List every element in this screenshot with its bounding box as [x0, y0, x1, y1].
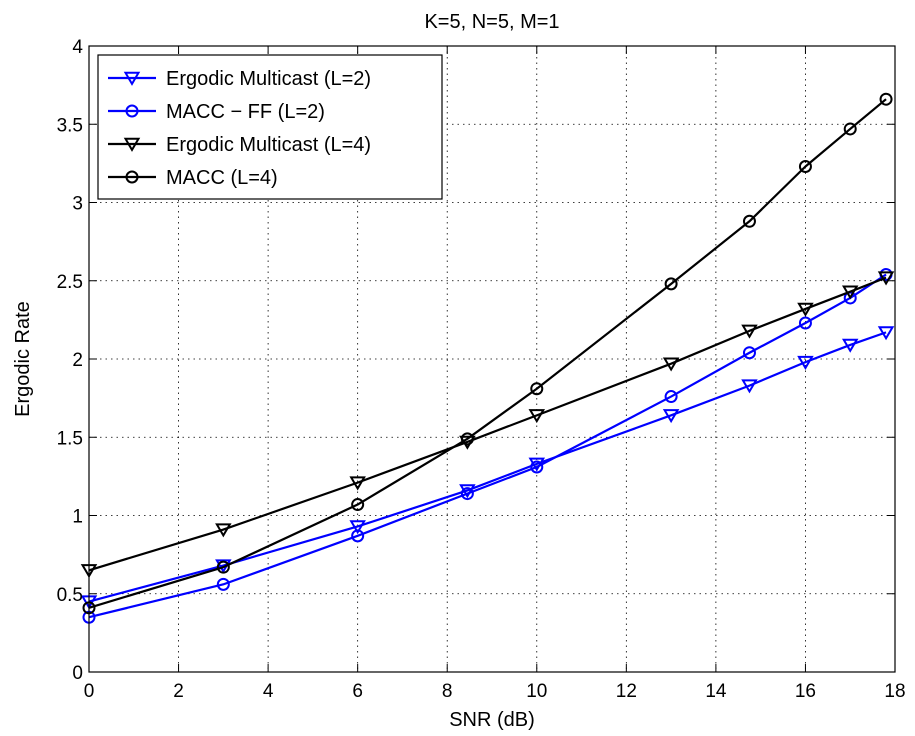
data-point-marker — [351, 498, 365, 512]
x-tick-label: 6 — [352, 681, 363, 702]
legend-label: Ergodic Multicast (L=2) — [166, 68, 371, 90]
series-2 — [82, 267, 893, 624]
legend-label: Ergodic Multicast (L=4) — [166, 134, 371, 156]
data-point-marker — [843, 122, 857, 136]
series-line — [88, 331, 887, 603]
data-point-marker — [349, 476, 366, 491]
x-tick-label: 12 — [616, 681, 637, 702]
axis-ticks: 0 2 4 6 8 10 12 14 16 18 0 0.5 1 1.5 2 2.5 3 3.5 4 — [57, 37, 906, 702]
data-point-marker — [460, 487, 474, 501]
data-point-marker — [841, 285, 859, 300]
data-point-marker — [798, 160, 812, 174]
data-point-marker — [879, 92, 893, 106]
data-point-marker — [662, 409, 680, 424]
y-tick-label: 0 — [72, 663, 83, 684]
y-tick-label: 4 — [72, 37, 83, 58]
data-point-marker — [742, 346, 756, 360]
legend: Ergodic Multicast (L=2) MACC − FF (L=2) Er… — [97, 54, 443, 200]
data-point-marker — [797, 355, 814, 370]
y-tick-label: 2 — [72, 350, 83, 371]
data-point-marker — [530, 382, 544, 396]
data-point-marker — [216, 577, 230, 591]
data-point-marker — [351, 529, 365, 543]
y-tick-label: 3.5 — [57, 115, 83, 136]
y-tick-label: 1.5 — [57, 428, 83, 449]
chart-title: K=5, N=5, M=1 — [424, 11, 559, 33]
legend-marker — [123, 71, 141, 86]
legend-label: MACC (L=4) — [166, 167, 278, 189]
data-point-marker — [741, 324, 758, 339]
legend-marker — [125, 104, 139, 118]
x-tick-label: 0 — [84, 681, 95, 702]
data-point-marker — [877, 326, 895, 341]
legend-marker — [125, 170, 139, 184]
data-point-marker — [798, 316, 812, 330]
y-axis-label: Ergodic Rate — [12, 301, 34, 417]
data-point-marker — [662, 357, 680, 372]
legend-marker — [123, 137, 141, 152]
x-tick-label: 10 — [526, 681, 547, 702]
series-line — [88, 98, 887, 609]
series-group — [80, 92, 895, 624]
legend-entry: Ergodic Multicast (L=4) — [108, 134, 371, 156]
x-axis-label: SNR (dB) — [449, 709, 535, 731]
series-line — [88, 276, 887, 572]
data-point-marker — [528, 409, 546, 424]
x-tick-label: 8 — [442, 681, 453, 702]
y-tick-label: 1 — [72, 507, 83, 528]
x-tick-label: 4 — [263, 681, 274, 702]
legend-entry: Ergodic Multicast (L=2) — [108, 68, 371, 90]
data-point-marker — [215, 523, 232, 538]
grid — [89, 46, 895, 672]
data-point-marker — [664, 390, 678, 404]
y-tick-label: 0.5 — [57, 585, 83, 606]
x-tick-label: 2 — [173, 681, 184, 702]
data-point-marker — [841, 338, 859, 353]
legend-entry: MACC − FF (L=2) — [108, 101, 325, 123]
legend-label: MACC − FF (L=2) — [166, 101, 325, 123]
data-point-marker — [216, 560, 230, 574]
x-tick-label: 18 — [884, 681, 905, 702]
data-point-marker — [664, 277, 678, 291]
legend-entry: MACC (L=4) — [108, 167, 278, 189]
y-tick-label: 2.5 — [57, 272, 83, 293]
data-point-marker — [877, 271, 895, 286]
series-line — [88, 273, 887, 619]
y-tick-label: 3 — [72, 194, 83, 215]
data-point-marker — [530, 460, 544, 474]
data-point-marker — [797, 302, 814, 317]
data-point-marker — [742, 214, 756, 228]
data-point-marker — [741, 379, 758, 394]
x-tick-label: 14 — [705, 681, 727, 702]
data-point-marker — [349, 520, 366, 535]
x-tick-label: 16 — [795, 681, 816, 702]
data-point-marker — [460, 432, 474, 446]
data-point-marker — [459, 484, 476, 499]
